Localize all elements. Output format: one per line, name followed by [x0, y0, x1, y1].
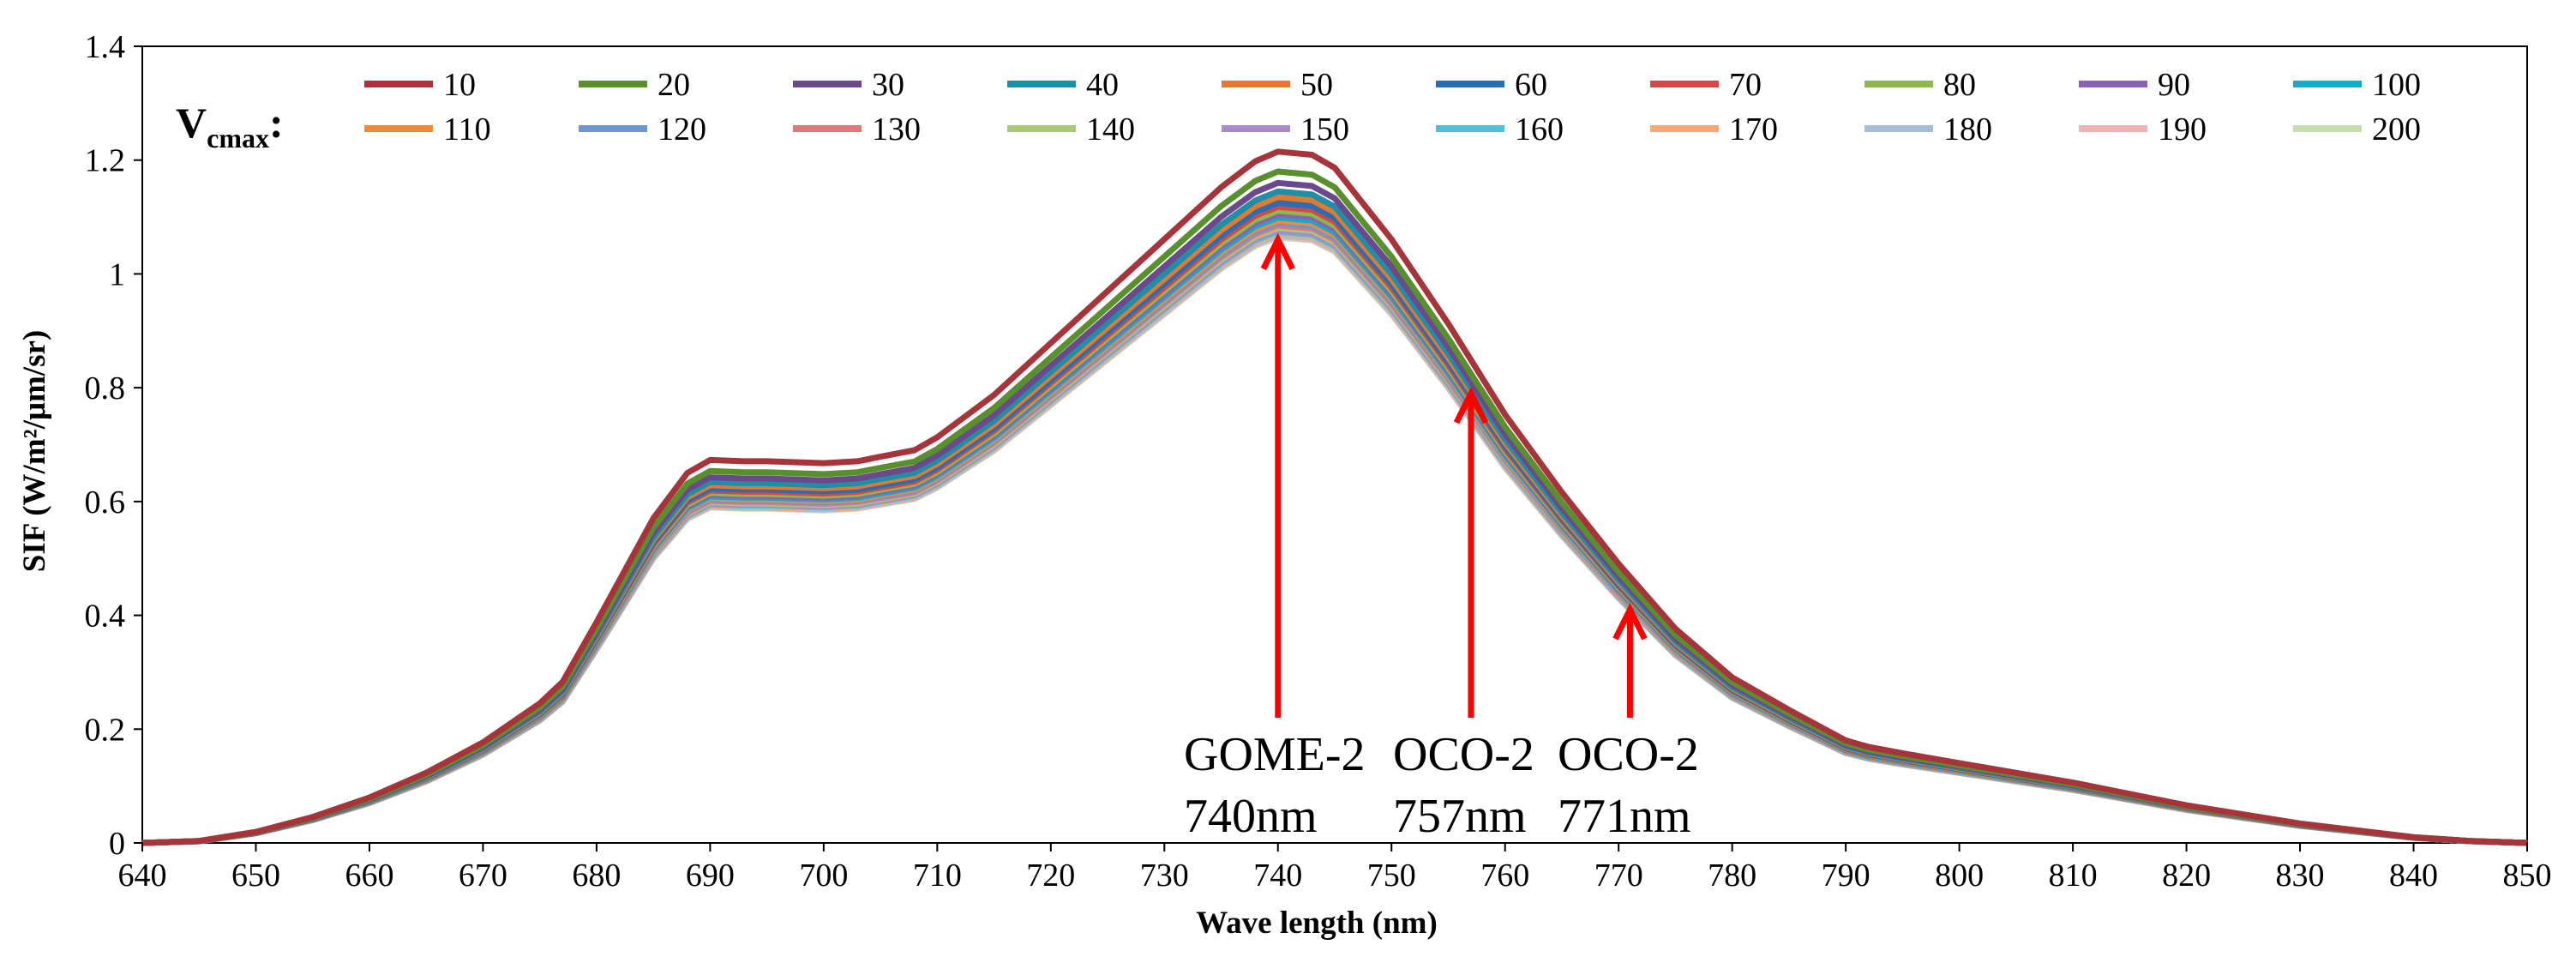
- legend-label-30: 30: [872, 67, 904, 103]
- legend-label-200: 200: [2372, 111, 2421, 147]
- x-tick-label: 830: [2276, 858, 2325, 894]
- x-tick-label: 690: [686, 858, 735, 894]
- legend-title: Vcmax:: [176, 99, 284, 153]
- legend-label-120: 120: [658, 111, 706, 147]
- x-tick-label: 810: [2049, 858, 2098, 894]
- annotations: GOME-2 740nm OCO-2 757nm OCO-2 771nm: [1184, 232, 1699, 843]
- legend-label-80: 80: [1943, 67, 1976, 103]
- legend-label-150: 150: [1300, 111, 1349, 147]
- legend-label-50: 50: [1300, 67, 1333, 103]
- legend-label-140: 140: [1086, 111, 1135, 147]
- legend-label-70: 70: [1729, 67, 1762, 103]
- legend-label-40: 40: [1086, 67, 1119, 103]
- series-lines: [141, 148, 2528, 846]
- x-tick-label: 670: [459, 858, 507, 894]
- x-tick-label: 780: [1708, 858, 1756, 894]
- legend-label-190: 190: [2158, 111, 2207, 147]
- y-tick-label: 0.2: [85, 712, 126, 748]
- x-tick-label: 790: [1822, 858, 1870, 894]
- x-tick-label: 840: [2389, 858, 2438, 894]
- annotation-label-2-line1: OCO-2: [1393, 728, 1534, 781]
- x-tick-label: 660: [345, 858, 393, 894]
- y-tick-label: 1.4: [85, 29, 126, 65]
- legend-label-90: 90: [2158, 67, 2190, 103]
- x-tick-label: 820: [2162, 858, 2211, 894]
- x-tick-label: 740: [1253, 858, 1302, 894]
- y-tick-label: 1.2: [85, 143, 126, 179]
- x-tick-label: 720: [1026, 858, 1075, 894]
- y-tick-label: 0.6: [85, 484, 126, 521]
- series-line-10: [141, 148, 2528, 846]
- y-tick-label: 0: [109, 826, 125, 862]
- legend-label-180: 180: [1943, 111, 1992, 147]
- legend-label-110: 110: [443, 111, 491, 147]
- plot-frame: [141, 45, 2528, 844]
- x-tick-label: 770: [1594, 858, 1643, 894]
- legend-label-60: 60: [1515, 67, 1547, 103]
- annotation-label-3-line1: OCO-2: [1558, 728, 1699, 781]
- x-tick-label: 640: [118, 858, 167, 894]
- x-tick-label: 800: [1935, 858, 1984, 894]
- x-axis-title: Wave length (nm): [1196, 906, 1438, 941]
- x-tick-label: 760: [1480, 858, 1529, 894]
- x-tick-label: 850: [2503, 858, 2552, 894]
- legend-label-170: 170: [1729, 111, 1778, 147]
- x-tick-label: 750: [1367, 858, 1416, 894]
- plot-area: [141, 45, 2528, 844]
- annotation-arrowhead-1: [1260, 232, 1295, 271]
- annotation-arrowhead-2: [1453, 386, 1489, 424]
- legend-label-10: 10: [443, 67, 476, 103]
- x-tick-label: 700: [799, 858, 848, 894]
- annotation-arrowhead-3: [1612, 603, 1648, 641]
- annotation-label-3-line2: 771nm: [1558, 790, 1691, 843]
- y-tick-label: 0.4: [85, 599, 126, 635]
- x-tick-label: 730: [1140, 858, 1189, 894]
- y-axis-title: SIF (W/m²/μm/sr): [17, 330, 52, 572]
- y-tick-label: 1: [109, 256, 125, 292]
- x-tick-label: 710: [913, 858, 962, 894]
- legend-label-160: 160: [1515, 111, 1564, 147]
- legend-label-20: 20: [658, 67, 690, 103]
- x-tick-label: 680: [572, 858, 621, 894]
- legend: Vcmax: 10 20 30 40 50 60 70 80 90 100 110 120 130 140…: [176, 67, 2421, 153]
- x-tick-label: 650: [231, 858, 280, 894]
- legend-label-100: 100: [2372, 67, 2421, 103]
- annotation-label-1-line2: 740nm: [1184, 790, 1318, 843]
- annotation-label-2-line2: 757nm: [1393, 790, 1527, 843]
- annotation-label-1-line1: GOME-2: [1184, 728, 1366, 781]
- legend-label-130: 130: [872, 111, 921, 147]
- axes: 640 650 660 670 680 690 700 710 720 730 740 750 760 7…: [85, 29, 2552, 894]
- y-tick-label: 0.8: [85, 370, 126, 406]
